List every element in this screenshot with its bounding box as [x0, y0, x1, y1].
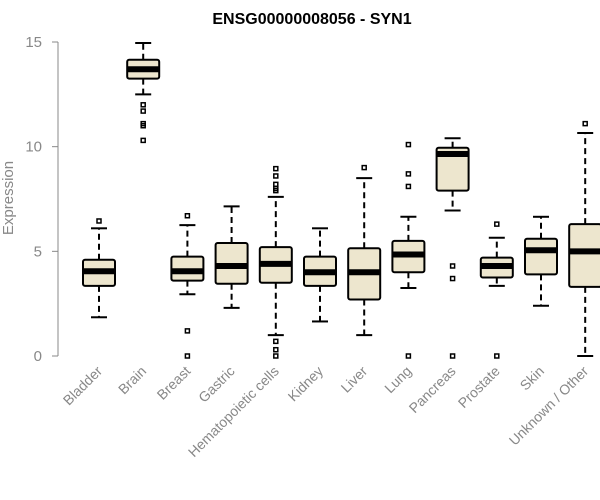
y-axis: 0 5 10 15	[25, 34, 59, 365]
outlier-point	[361, 164, 367, 171]
x-category-label: Liver	[338, 363, 371, 396]
box-group	[214, 205, 249, 309]
x-category-label: Gastric	[195, 363, 238, 406]
outlier-point	[184, 212, 191, 219]
x-category-label: Unknown / Other	[506, 363, 592, 449]
x-category-label: Pancreas	[406, 363, 459, 416]
box-iqr	[568, 223, 600, 288]
outlier-point	[184, 353, 191, 359]
outlier-point	[494, 353, 500, 359]
box-iqr	[435, 146, 470, 192]
box-group	[568, 120, 600, 357]
outlier-point	[582, 120, 588, 127]
x-category-label: Breast	[154, 363, 194, 403]
outlier-point	[273, 353, 279, 359]
outlier-point	[184, 328, 191, 334]
outlier-point	[449, 263, 456, 269]
outlier-point	[273, 181, 279, 188]
boxes-group	[82, 42, 600, 359]
box-group	[258, 165, 293, 359]
y-tick-label: 15	[25, 34, 42, 51]
outlier-point	[449, 353, 456, 359]
box-group	[524, 215, 558, 307]
outlier-point	[449, 275, 456, 282]
box-iqr	[524, 237, 558, 276]
x-category-label: Bladder	[60, 363, 106, 409]
outlier-point	[273, 165, 279, 172]
x-category-label: Lung	[381, 363, 414, 396]
x-category-label: Skin	[517, 363, 548, 394]
box-group	[303, 227, 337, 323]
outlier-point	[140, 137, 146, 144]
box-group	[170, 212, 205, 359]
outlier-point	[405, 183, 412, 190]
outlier-point	[405, 171, 412, 177]
outlier-point	[140, 102, 146, 108]
outlier-point	[273, 187, 279, 194]
box-group	[479, 221, 514, 359]
box-group	[82, 218, 116, 319]
y-tick-label: 10	[25, 139, 42, 156]
outlier-point	[96, 218, 102, 224]
outlier-point	[140, 122, 146, 129]
y-tick-label: 0	[34, 348, 42, 365]
outlier-point	[140, 108, 146, 114]
outlier-point	[405, 141, 412, 148]
y-tick-label: 5	[34, 243, 42, 260]
chart-title: ENSG00000008056 - SYN1	[212, 11, 411, 28]
x-category-label: Kidney	[285, 363, 327, 405]
box-group	[347, 164, 382, 337]
outlier-point	[273, 338, 279, 345]
x-category-label: Prostate	[455, 363, 503, 411]
outlier-point	[405, 353, 412, 359]
y-axis-label: Expression	[0, 161, 17, 235]
box-group	[391, 141, 426, 359]
outlier-point	[273, 346, 279, 353]
x-category-label: Brain	[115, 363, 149, 397]
outlier-point	[273, 173, 279, 179]
box-group	[126, 42, 161, 144]
outlier-point	[494, 221, 500, 227]
box-group	[435, 137, 470, 359]
